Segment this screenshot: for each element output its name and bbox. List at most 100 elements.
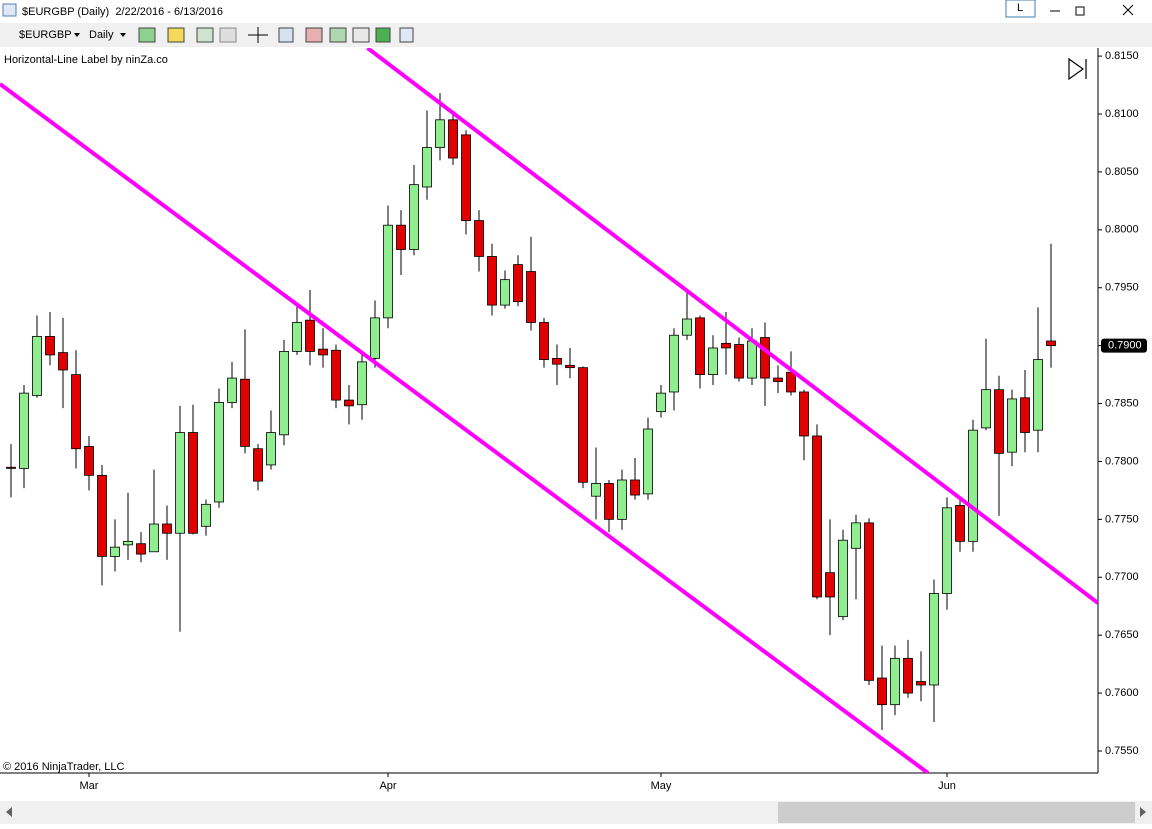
- candle-body: [812, 435, 822, 598]
- upper-trend-line: [366, 48, 1098, 605]
- candle-body: [903, 657, 913, 694]
- candle-body: [1007, 398, 1017, 453]
- l-button-text[interactable]: L: [1017, 2, 1023, 14]
- candle-body: [994, 389, 1004, 454]
- candle-body: [357, 361, 367, 406]
- candle-body: [539, 322, 549, 360]
- candle-body: [136, 543, 146, 555]
- toolbar: [0, 23, 1152, 47]
- candle-body: [968, 429, 978, 542]
- candle-body: [773, 377, 783, 382]
- candle-body: [1046, 340, 1056, 347]
- restore[interactable]: [1075, 6, 1085, 16]
- candle-body: [266, 432, 276, 466]
- y-tick-label: 0.7800: [1105, 455, 1139, 467]
- candle-body: [58, 352, 68, 371]
- candle-body: [331, 349, 341, 401]
- candle-body: [916, 681, 926, 686]
- candle-body: [474, 220, 484, 257]
- x-tick-label: May: [651, 780, 672, 792]
- candle-body: [838, 539, 848, 618]
- candle-body: [929, 593, 939, 686]
- candle-body: [877, 677, 887, 706]
- instrument-selector[interactable]: $EURGBP: [19, 29, 72, 41]
- candle-body: [955, 505, 965, 542]
- candle-body: [864, 522, 874, 681]
- candle-body: [344, 399, 354, 407]
- candle-body: [682, 318, 692, 336]
- candle-body: [97, 474, 107, 557]
- candle-body: [526, 271, 536, 323]
- candle-body: [175, 432, 185, 534]
- scroll-left[interactable]: [6, 807, 12, 817]
- trend-lines: [0, 48, 1098, 773]
- scroll-to-end[interactable]: [1068, 57, 1087, 81]
- candle-body: [981, 389, 991, 429]
- candle-body: [487, 256, 497, 306]
- candle-body: [19, 392, 29, 469]
- y-tick-label: 0.7950: [1105, 282, 1139, 294]
- l-button[interactable]: [1005, 0, 1036, 18]
- y-tick-label: 0.8150: [1105, 50, 1139, 62]
- candle-body: [6, 466, 16, 469]
- candle-body: [461, 134, 471, 221]
- candle-body: [1033, 359, 1043, 431]
- candle-body: [396, 224, 406, 250]
- y-tick-label: 0.8050: [1105, 166, 1139, 178]
- candle-body: [149, 523, 159, 553]
- candle-body: [552, 357, 562, 365]
- candle-body: [409, 184, 419, 250]
- y-tick-label: 0.7700: [1105, 571, 1139, 583]
- dropdown-arrow[interactable]: [74, 33, 80, 37]
- x-tick-label: Mar: [80, 780, 99, 792]
- lower-trend-line: [0, 82, 930, 773]
- candle-body: [890, 657, 900, 706]
- candle-body: [591, 483, 601, 497]
- candle-body: [435, 119, 445, 149]
- y-tick-label: 0.8000: [1105, 224, 1139, 236]
- candle-body: [578, 367, 588, 483]
- x-tick-label: Apr: [379, 780, 396, 792]
- candle-body: [942, 507, 952, 594]
- candle-body: [188, 432, 198, 534]
- candle-body: [448, 119, 458, 159]
- dropdown-arrow[interactable]: [120, 33, 126, 37]
- candle-body: [669, 334, 679, 393]
- candle-body: [305, 319, 315, 352]
- candle-body: [695, 317, 705, 375]
- scroll-right[interactable]: [1140, 807, 1146, 817]
- candle-body: [162, 523, 172, 534]
- candle-body: [643, 428, 653, 495]
- candle-body: [318, 348, 328, 356]
- last-price-marker: [1101, 338, 1147, 353]
- candle-body: [201, 503, 211, 527]
- candle-body: [370, 317, 380, 359]
- x-tick-label: Jun: [938, 780, 956, 792]
- y-tick-label: 0.7750: [1105, 513, 1139, 525]
- candle-body: [799, 391, 809, 437]
- plot-area: [6, 93, 1056, 731]
- candle-body: [500, 279, 510, 306]
- last-price-label: 0.7900: [1108, 340, 1142, 352]
- toolbar-icons[interactable]: [138, 27, 414, 43]
- candle-body: [604, 483, 614, 520]
- window-title: $EURGBP (Daily) 2/22/2016 - 6/13/2016: [22, 6, 223, 18]
- candle-body: [110, 546, 120, 557]
- period-selector[interactable]: Daily: [89, 29, 114, 41]
- candle-body: [565, 364, 575, 369]
- candle-body: [383, 224, 393, 319]
- candle-body: [1020, 397, 1030, 433]
- y-tick-label: 0.7650: [1105, 629, 1139, 641]
- y-tick-label: 0.7600: [1105, 687, 1139, 699]
- candle-body: [825, 572, 835, 598]
- candle-body: [123, 540, 133, 546]
- candle-body: [279, 351, 289, 436]
- y-tick-label: 0.7850: [1105, 397, 1139, 409]
- candle-body: [240, 378, 250, 447]
- candle-body: [734, 344, 744, 379]
- scrollbar-thumb[interactable]: [778, 802, 1135, 823]
- candle-body: [227, 377, 237, 403]
- close[interactable]: [1122, 4, 1134, 16]
